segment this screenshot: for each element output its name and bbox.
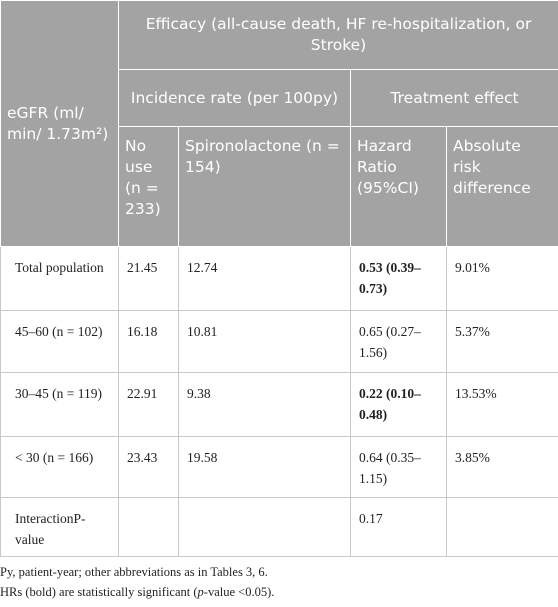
cell-egfr: InteractionP-value xyxy=(0,497,119,557)
header-spiro-n: (n = 154) xyxy=(185,137,340,176)
hr-value: 0.65 xyxy=(359,324,383,339)
cell-spiro: 9.38 xyxy=(178,372,351,437)
footnote-p-italic: p xyxy=(197,585,204,599)
footnote-prefix: HRs (bold) are statistically significant… xyxy=(0,585,198,599)
cell-spiro xyxy=(178,497,351,557)
cell-abs-risk xyxy=(445,497,558,557)
header-efficacy: Efficacy (all-cause death, HF re-hospita… xyxy=(117,0,558,70)
cell-spiro: 12.74 xyxy=(178,246,351,311)
hr-value: 0.64 xyxy=(359,450,383,465)
cell-spiro: 10.81 xyxy=(178,310,351,373)
cell-no-use: 21.45 xyxy=(118,246,179,311)
hr-value: 0.53 xyxy=(359,260,383,275)
table-row: InteractionP-value 0.17 xyxy=(0,497,558,557)
hr-ci: (0.39–0.73) xyxy=(359,260,421,296)
header-spironolactone: Spironolactone (n = 154) xyxy=(178,126,351,247)
cell-abs-risk: 13.53% xyxy=(445,372,558,437)
header-no-use: No use (n = 233) xyxy=(118,126,179,247)
cell-no-use: 23.43 xyxy=(118,436,179,498)
cell-hazard-ratio: 0.17 xyxy=(350,497,447,557)
cell-no-use: 16.18 xyxy=(118,310,179,373)
cell-egfr: Total population xyxy=(0,246,119,311)
header-egfr: eGFR (ml/ min/ 1.73m²) xyxy=(0,0,119,247)
cell-egfr: < 30 (n = 166) xyxy=(0,436,119,498)
header-no-use-n: (n = 233) xyxy=(125,179,161,218)
cell-hazard-ratio: 0.53 (0.39–0.73) xyxy=(350,246,447,311)
cell-abs-risk: 9.01% xyxy=(445,246,558,311)
header-hazard-ratio: Hazard Ratio (95%CI) xyxy=(350,126,447,247)
footnote-suffix: -value <0.05). xyxy=(203,585,275,599)
efficacy-table: eGFR (ml/ min/ 1.73m²) Efficacy (all-cau… xyxy=(0,0,558,557)
table-row: < 30 (n = 166) 23.43 19.58 0.64 (0.35–1.… xyxy=(0,436,558,498)
table-row: 45–60 (n = 102) 16.18 10.81 0.65 (0.27–1… xyxy=(0,310,558,373)
header-incidence-rate: Incidence rate (per 100py) xyxy=(118,69,351,127)
hr-ci: (0.27–1.56) xyxy=(359,324,421,360)
cell-hazard-ratio: 0.65 (0.27–1.56) xyxy=(350,310,447,373)
header-spiro-label: Spironolactone xyxy=(185,137,302,155)
header-treatment-effect: Treatment effect xyxy=(349,69,558,127)
footnote-significance: HRs (bold) are statistically significant… xyxy=(0,582,558,602)
footnote-abbreviations: Py, patient-year; other abbreviations as… xyxy=(0,565,268,579)
header-absolute-risk: Absolute risk difference xyxy=(445,126,558,247)
header-no-use-label: No use xyxy=(125,137,153,176)
cell-spiro: 19.58 xyxy=(178,436,351,498)
table-row: 30–45 (n = 119) 22.91 9.38 0.22 (0.10–0.… xyxy=(0,372,558,437)
cell-egfr: 30–45 (n = 119) xyxy=(0,372,119,437)
hr-ci: (0.10–0.48) xyxy=(359,386,421,422)
table-footnotes: Py, patient-year; other abbreviations as… xyxy=(0,562,558,602)
results-table-container: eGFR (ml/ min/ 1.73m²) Efficacy (all-cau… xyxy=(0,0,558,557)
cell-no-use: 22.91 xyxy=(118,372,179,437)
cell-hazard-ratio: 0.64 (0.35–1.15) xyxy=(350,436,447,498)
cell-abs-risk: 5.37% xyxy=(445,310,558,373)
cell-abs-risk: 3.85% xyxy=(445,436,558,498)
table-row: Total population 21.45 12.74 0.53 (0.39–… xyxy=(0,246,558,311)
hr-ci: (0.35–1.15) xyxy=(359,450,421,486)
hr-value: 0.22 xyxy=(359,386,383,401)
cell-hazard-ratio: 0.22 (0.10–0.48) xyxy=(350,372,447,437)
cell-egfr: 45–60 (n = 102) xyxy=(0,310,119,373)
cell-no-use xyxy=(118,497,179,557)
